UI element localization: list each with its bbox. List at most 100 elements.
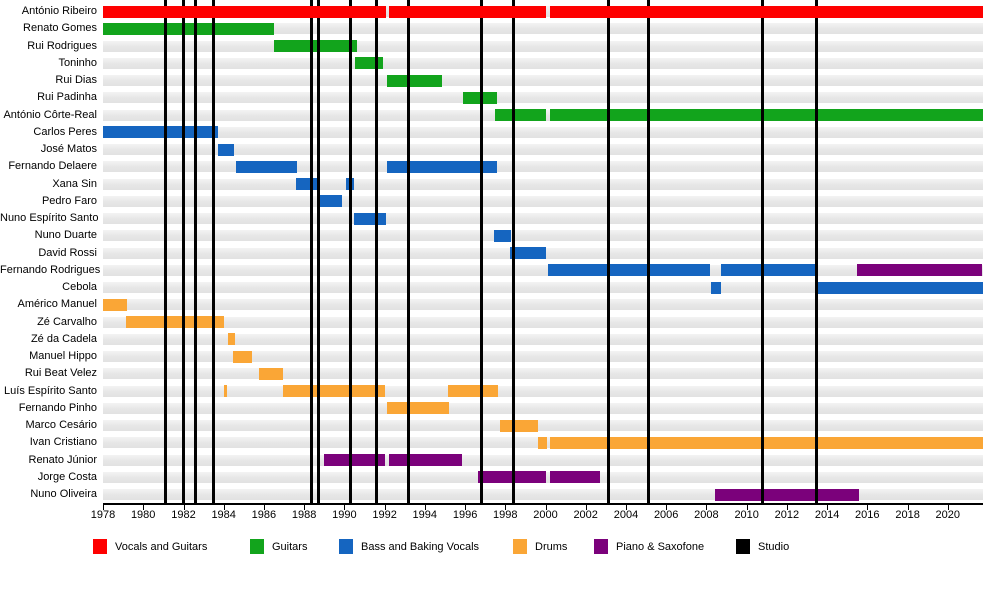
row-stripe: [103, 264, 983, 276]
studio-session-line: [407, 0, 411, 503]
legend-label: Drums: [535, 541, 568, 553]
bass-color-swatch: [339, 539, 353, 554]
studio-session-line: [182, 0, 185, 503]
timeline-bar-bass: [354, 212, 386, 225]
row-stripe: [103, 454, 983, 466]
row-stripe: [103, 299, 983, 311]
x-axis-tick: [947, 503, 949, 510]
timeline-bar-drums: [227, 333, 235, 346]
row-stripe: [103, 161, 983, 173]
studio-session-line: [607, 0, 611, 503]
row-stripe: [103, 57, 983, 69]
row-stripe: [103, 316, 983, 328]
legend-label: Studio: [758, 541, 790, 553]
x-axis-tick-label: 2002: [573, 509, 598, 521]
x-axis-tick-label: 1986: [251, 509, 277, 521]
member-name-label: Marco Cesário: [25, 419, 97, 431]
member-name-label: Nuno Oliveira: [30, 488, 97, 500]
timeline-bar-vocals: [103, 5, 386, 18]
timeline-bar-bass: [296, 178, 319, 191]
x-axis-tick: [384, 503, 386, 510]
legend-label: Vocals and Guitars: [115, 541, 208, 553]
timeline-bar-drums: [283, 385, 385, 398]
studio-session-line: [761, 0, 765, 503]
guitars-color-swatch: [250, 539, 264, 554]
x-axis-tick: [344, 503, 346, 510]
row-stripe: [103, 368, 983, 380]
row-stripe: [103, 489, 983, 500]
timeline-bar-drums: [448, 385, 499, 398]
row-stripe: [103, 144, 983, 155]
timeline-bar-drums: [537, 436, 547, 449]
x-axis-tick: [223, 503, 225, 510]
timeline-bar-guitars: [355, 57, 383, 70]
member-name-label: Fernando Delaere: [8, 160, 97, 173]
row-stripe: [103, 40, 983, 52]
x-axis-tick: [626, 503, 627, 510]
studio-session-line: [309, 0, 313, 503]
timeline-bar-bass: [235, 160, 298, 173]
studio-session-line: [348, 0, 352, 503]
timeline-bar-drums: [126, 316, 224, 329]
timeline-bar-vocals: [549, 5, 983, 18]
timeline-bar-guitars: [549, 109, 983, 122]
timeline-bar-piano: [857, 264, 982, 277]
legend-label: Piano & Saxofone: [616, 541, 705, 553]
row-stripe: [103, 75, 983, 86]
timeline-bar-bass: [103, 126, 218, 139]
member-name-label: António Côrte-Real: [3, 108, 97, 121]
x-axis-tick: [545, 503, 547, 510]
row-stripe: [103, 23, 983, 35]
x-axis-tick: [465, 503, 467, 510]
studio-session-line: [479, 0, 483, 503]
x-axis-tick: [505, 503, 507, 510]
piano-color-swatch: [594, 539, 608, 554]
x-axis-tick: [867, 503, 869, 510]
row-stripe: [103, 126, 983, 138]
row-stripe: [103, 385, 983, 397]
x-axis-tick-label: 2016: [855, 509, 880, 521]
x-axis-tick-label: 2000: [533, 509, 558, 521]
x-axis-tick-label: 2004: [613, 509, 639, 521]
row-stripe: [103, 195, 983, 207]
member-name-label: Fernando Rodrigues: [0, 263, 101, 276]
timeline-bar-drums: [258, 367, 283, 380]
row-stripe: [103, 230, 983, 242]
x-axis-tick: [746, 503, 748, 510]
legend-label: Guitars: [272, 541, 308, 553]
studio-session-line: [212, 0, 216, 503]
timeline-bar-piano: [324, 454, 385, 467]
timeline-bar-drums: [386, 402, 449, 415]
timeline-bar-piano: [549, 471, 600, 484]
x-axis-tick-label: 2012: [774, 509, 800, 521]
x-axis-tick: [304, 503, 306, 510]
member-name-label: Toninho: [58, 56, 97, 69]
timeline-bar-guitars: [386, 74, 442, 87]
studio-session-line: [511, 0, 515, 503]
row-stripe: [103, 213, 983, 224]
member-name-label: Pedro Faro: [41, 194, 97, 207]
x-axis-tick: [786, 503, 788, 510]
member-name-label: Cebola: [62, 281, 97, 293]
x-axis-tick-label: 1984: [211, 509, 236, 521]
x-axis-tick: [907, 503, 909, 510]
timeline-bar-bass: [494, 229, 512, 242]
studio-color-swatch: [736, 539, 750, 554]
x-axis-tick: [143, 503, 145, 510]
row-stripe: [103, 333, 983, 345]
timeline-bar-bass: [217, 143, 234, 156]
x-axis-tick-label: 2008: [694, 509, 719, 521]
studio-session-line: [375, 0, 379, 503]
studio-session-line: [646, 0, 650, 503]
member-name-label: Renato Gomes: [23, 22, 97, 35]
timeline-bar-drums: [232, 350, 252, 363]
x-axis-tick-label: 1988: [291, 509, 317, 521]
member-name-label: Rui Padinha: [37, 91, 97, 104]
studio-session-line: [163, 0, 167, 503]
member-name-label: Rui Dias: [55, 74, 97, 86]
member-name-label: Jorge Costa: [37, 470, 97, 483]
x-axis-tick-label: 1982: [171, 509, 196, 521]
timeline-bar-piano: [714, 488, 860, 501]
x-axis-tick-label: 1994: [412, 509, 438, 521]
